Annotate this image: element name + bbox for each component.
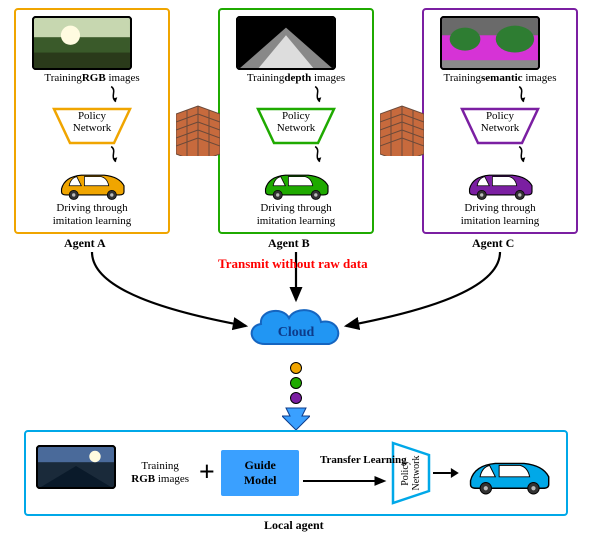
down-squiggle-icon <box>106 85 124 106</box>
agent-b-box: Trainingdepth images PolicyNetwork Drivi… <box>218 8 374 234</box>
car-icon <box>450 166 550 200</box>
agent-a-desc: Driving throughimitation learning <box>53 202 132 228</box>
dot-a <box>290 362 302 374</box>
plus-sign: + <box>199 457 215 489</box>
agent-c-policy: PolicyNetwork <box>460 107 540 145</box>
agent-b-policy: PolicyNetwork <box>256 107 336 145</box>
policy-text: PolicyNetwork <box>52 110 132 135</box>
agent-c-image-stack <box>440 16 560 66</box>
agent-dots <box>290 362 302 404</box>
agent-c-label: Agent C <box>472 236 514 251</box>
agent-a-label: Agent A <box>64 236 106 251</box>
caption-prefix: Training <box>44 72 82 84</box>
agent-a-box: TrainingRGB images PolicyNetwork Driving… <box>14 8 170 234</box>
local-caption: TrainingRGB images <box>127 460 193 486</box>
local-policy: PolicyNetwork <box>391 441 431 505</box>
down-arrow-icon <box>282 406 310 430</box>
down-squiggle-icon <box>106 145 124 166</box>
car-icon <box>42 166 142 200</box>
right-arrow-icon <box>431 463 461 483</box>
agent-b-caption: Trainingdepth images <box>247 72 345 85</box>
guide-model-box: Guide Model <box>221 450 300 496</box>
caption-bold: RGB <box>82 72 106 84</box>
agent-a-image-stack <box>32 16 152 66</box>
transfer-label: Transfer Learning <box>320 454 407 466</box>
agent-b-label: Agent B <box>268 236 310 251</box>
agent-b-image-stack <box>236 16 356 66</box>
agent-c-box: Trainingsemantic images PolicyNetwork Dr… <box>422 8 578 234</box>
car-icon <box>461 450 556 496</box>
caption-suffix: images <box>106 72 140 84</box>
firewall-icon <box>176 96 220 156</box>
local-image-stack <box>36 445 127 501</box>
dot-b <box>290 377 302 389</box>
agent-a-policy: PolicyNetwork <box>52 107 132 145</box>
transmit-label: Transmit without raw data <box>218 256 368 272</box>
local-agent-label: Local agent <box>264 518 324 533</box>
firewall-icon <box>380 96 424 156</box>
car-icon <box>246 166 346 200</box>
cloud-icon: Cloud <box>241 300 351 358</box>
stack-sheet <box>32 16 132 70</box>
cloud-label: Cloud <box>278 325 315 340</box>
dot-c <box>290 392 302 404</box>
agent-c-caption: Trainingsemantic images <box>444 72 557 85</box>
agent-a-caption: TrainingRGB images <box>44 72 139 85</box>
local-agent-box: TrainingRGB images + Guide Model PolicyN… <box>24 430 568 516</box>
